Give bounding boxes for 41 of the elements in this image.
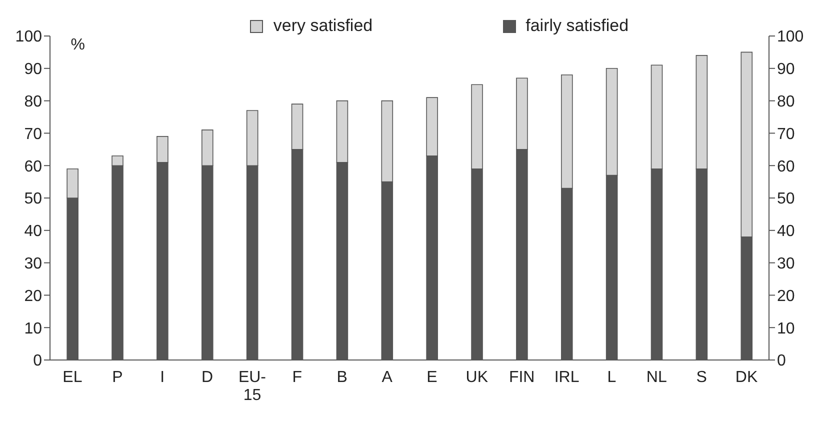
y-tick-label: 50 [24, 190, 42, 208]
y2-tick-label: 70 [777, 126, 795, 143]
y-tick-label: 60 [24, 158, 42, 176]
x-tick-label: UK [466, 369, 488, 386]
y2-tick-label: 30 [777, 255, 795, 272]
y-tick-label: 20 [24, 288, 42, 305]
x-tick-label: S [696, 369, 707, 386]
y2-tick-label: 0 [777, 352, 786, 370]
y-axis-title: % [70, 36, 85, 54]
x-tick-label: IRL [554, 369, 580, 386]
y-tick-label: 100 [15, 28, 42, 46]
x-tick-label: DK [735, 369, 758, 386]
y2-tick-label: 40 [777, 223, 795, 240]
y2-tick-label: 50 [777, 190, 795, 208]
y-tick-label: 30 [24, 255, 42, 272]
y2-tick-label: 100 [777, 28, 804, 46]
x-tick-label: EU-15 [238, 369, 266, 404]
y-tick-label: 10 [24, 320, 42, 338]
y2-tick-label: 80 [777, 93, 795, 110]
y2-tick-label: 60 [777, 158, 795, 176]
x-tick-label: B [336, 369, 348, 386]
x-tick-label: FIN [508, 369, 535, 386]
x-tick-label: A [382, 369, 393, 386]
x-tick-label: P [112, 369, 123, 386]
y2-tick-label: 20 [777, 288, 795, 305]
y2-tick-label: 90 [777, 61, 795, 78]
x-tick-label: I [160, 369, 165, 386]
y-tick-label: 80 [24, 93, 42, 110]
x-tick-label: F [292, 369, 302, 386]
y-tick-label: 90 [24, 61, 42, 78]
y-tick-label: 40 [24, 223, 42, 240]
x-tick-label: E [426, 369, 438, 386]
x-tick-label: NL [646, 369, 667, 386]
y2-tick-label: 10 [777, 320, 795, 338]
x-tick-label: EL [62, 369, 82, 386]
y-tick-label: 70 [24, 126, 42, 143]
x-tick-label: D [202, 369, 214, 386]
y-tick-label: 0 [33, 352, 42, 370]
x-tick-label: L [607, 369, 616, 386]
legend-label: fairly satisfied [524, 16, 629, 36]
legend-label: very satisfied [272, 16, 373, 36]
